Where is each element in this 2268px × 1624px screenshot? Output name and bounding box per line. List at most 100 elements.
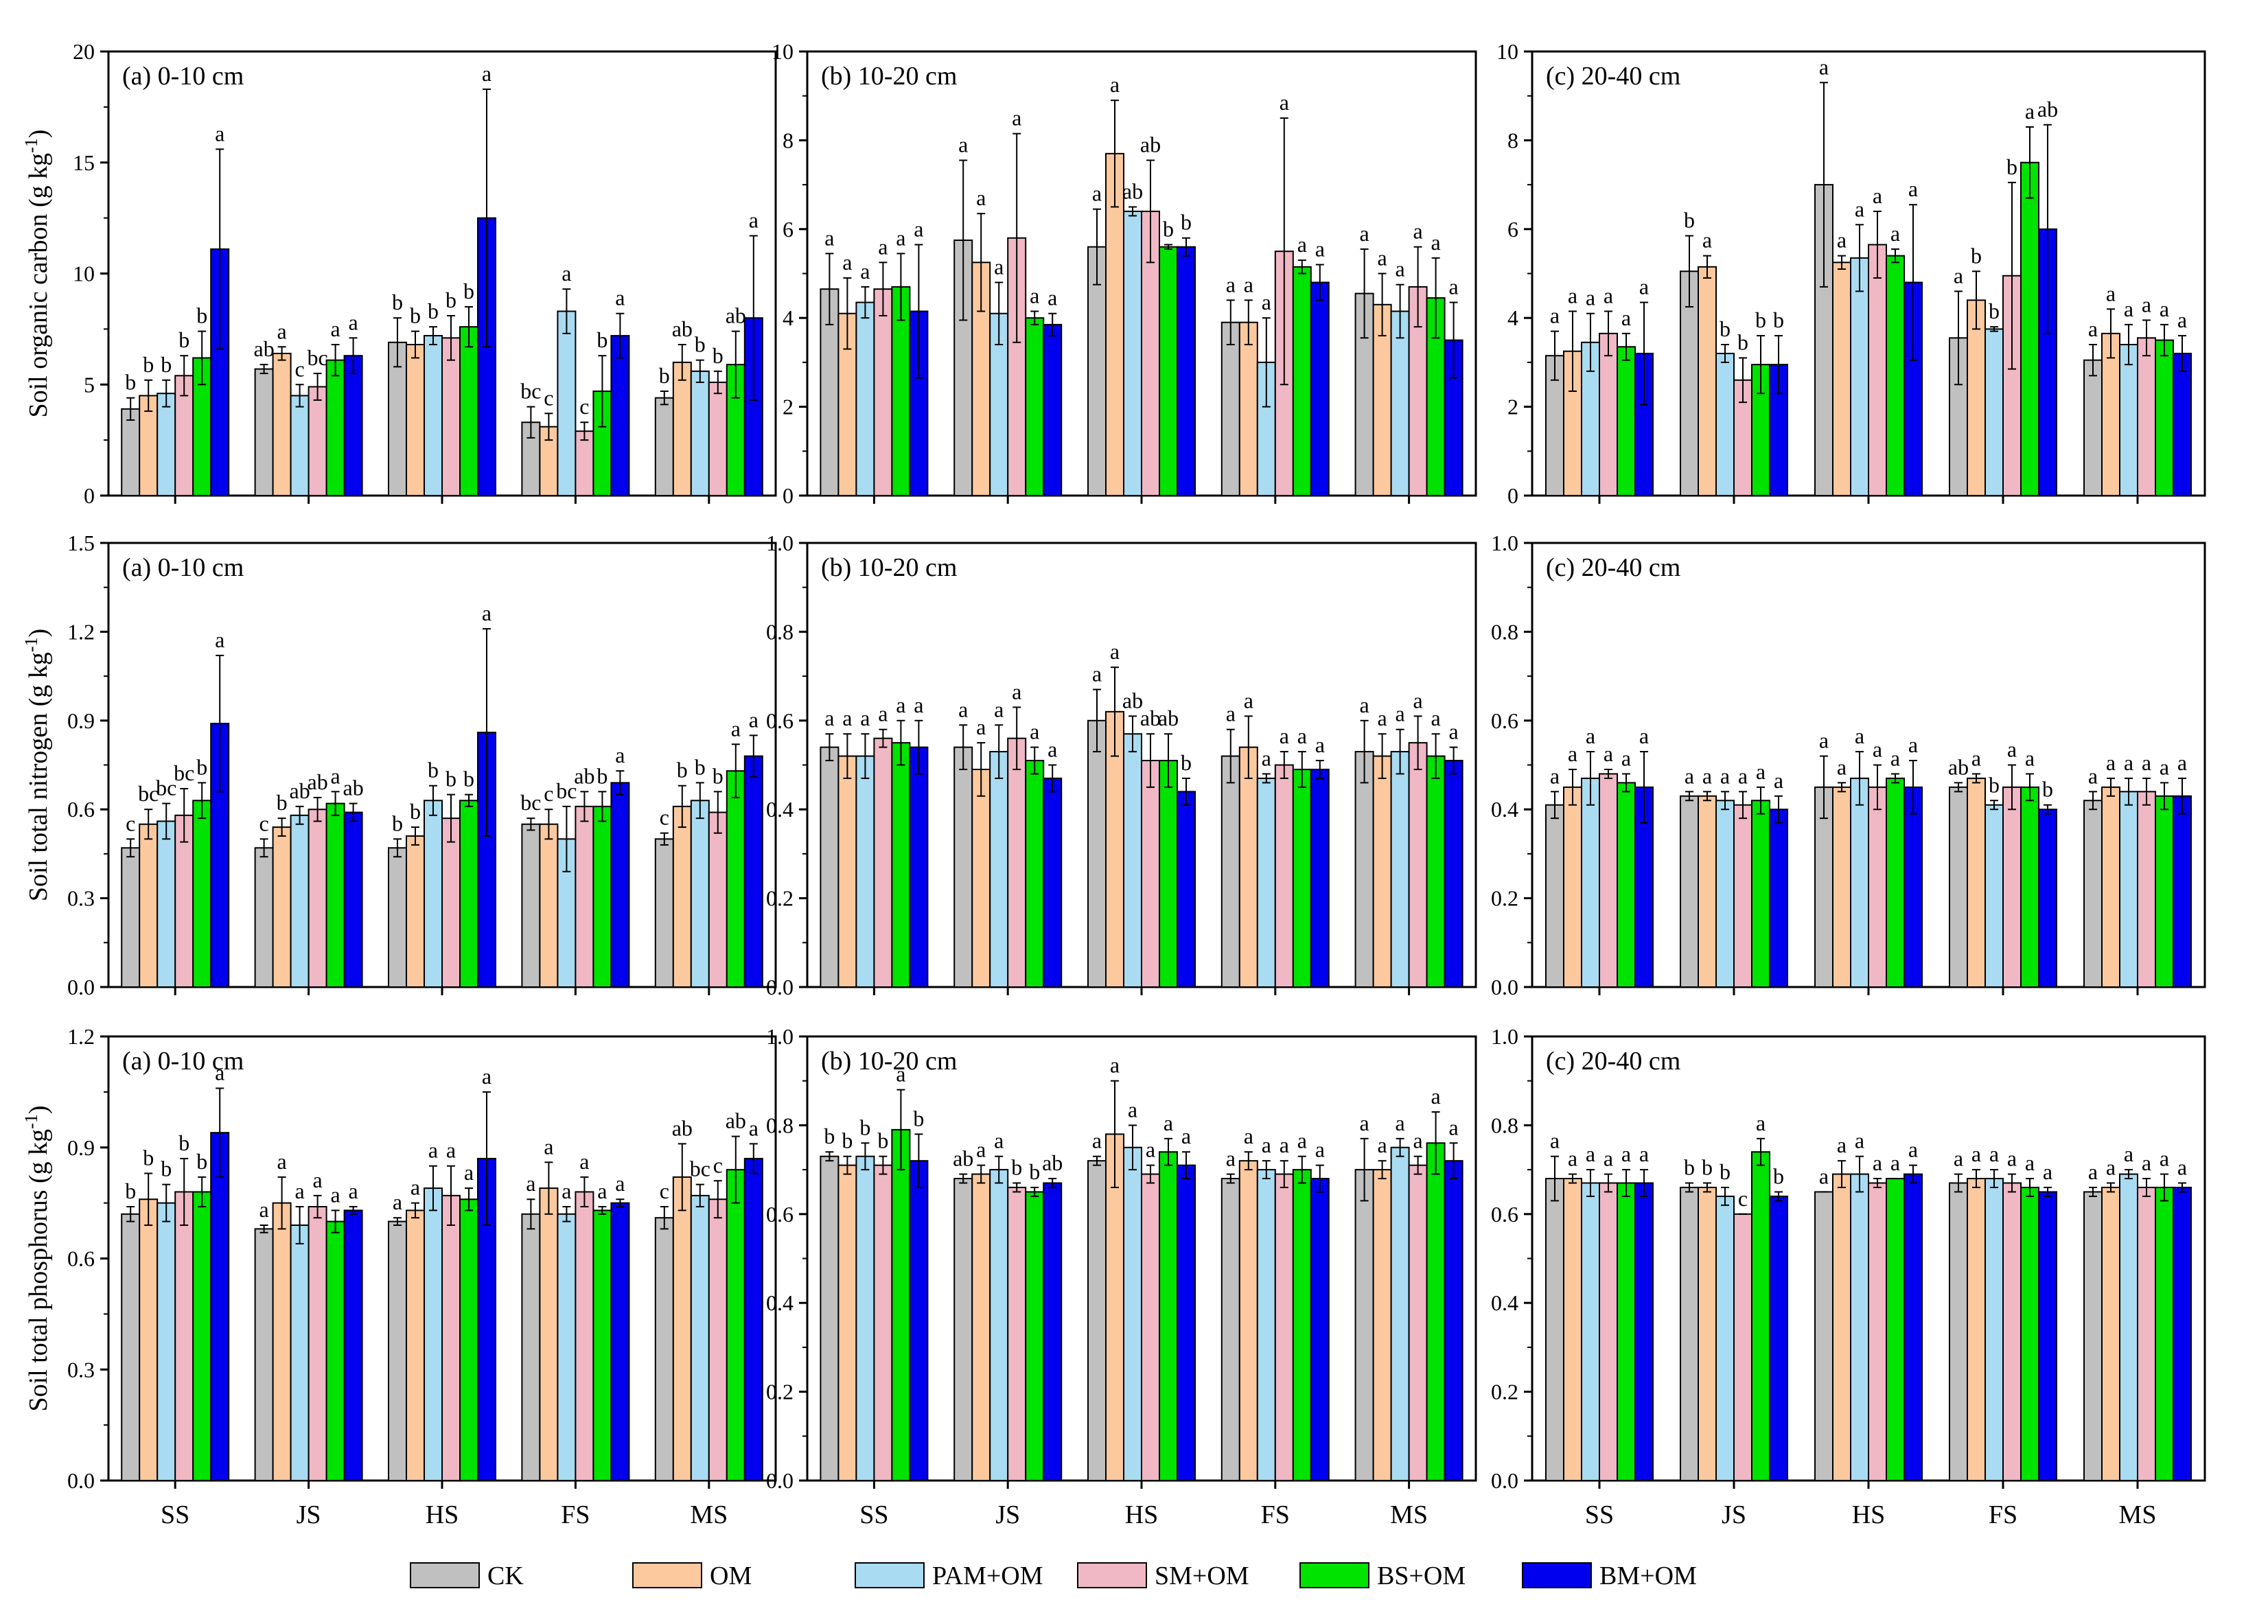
bar-om-hs (406, 344, 425, 496)
y-tick-label: 0.0 (766, 975, 794, 999)
y-tick-label: 0.8 (766, 619, 794, 644)
significance-letter: a (1720, 763, 1730, 788)
bar-bs-om-js (325, 359, 345, 496)
y-axis-label: Soil total phosphorus (g kg-1) (21, 1105, 53, 1411)
legend-label: BS+OM (1377, 1562, 1466, 1590)
bar-om-ms (2101, 1186, 2120, 1481)
y-tick-label: 1.0 (1491, 1024, 1518, 1049)
y-tick-label: 20 (73, 39, 95, 64)
bar-om-ms (1372, 303, 1392, 496)
bar-bm-om-ms (1444, 1160, 1463, 1482)
bar-bs-om-fs (592, 1209, 612, 1481)
significance-letter: a (1855, 723, 1864, 748)
significance-letter: a (2177, 1155, 2187, 1180)
y-axis-label-superscript: -1 (21, 138, 41, 153)
y-tick-label: 1.0 (766, 1024, 794, 1049)
significance-letter: a (2142, 750, 2151, 775)
significance-letter: a (1971, 745, 1981, 770)
significance-letter: a (2088, 316, 2098, 341)
bar-om-ms (1372, 755, 1392, 988)
significance-letter: a (1110, 72, 1120, 97)
significance-letter: a (1890, 1150, 1900, 1175)
significance-letter: a (1702, 763, 1712, 788)
significance-letter: b (410, 799, 421, 824)
legend-swatch (632, 1562, 702, 1588)
significance-letter: a (1377, 706, 1387, 730)
significance-letter: a (1359, 693, 1369, 717)
significance-letter: b (143, 352, 154, 377)
y-tick-label: 0 (1507, 483, 1518, 508)
y-tick-label: 0.0 (1491, 1468, 1518, 1493)
significance-letter: ab (253, 336, 274, 361)
significance-letter: c (660, 805, 669, 830)
bar-bs-om-hs (459, 800, 478, 988)
bar-pam-om-fs (1256, 777, 1276, 988)
bar-ck-ms (654, 838, 674, 988)
bar-bm-om-js (1043, 323, 1063, 496)
bar-bs-om-hs (1886, 1178, 1905, 1482)
significance-letter: a (1315, 237, 1325, 262)
significance-letter: b (1971, 243, 1982, 268)
significance-letter: b (178, 1130, 189, 1155)
panel-label: (b) 10-20 cm (821, 1047, 957, 1076)
significance-letter: ab (1140, 132, 1161, 157)
bar-sm-om-js (1007, 737, 1027, 988)
y-tick-label: 6 (1507, 217, 1518, 242)
significance-letter: a (482, 601, 491, 625)
significance-letter: a (1413, 219, 1422, 244)
significance-letter: a (2106, 750, 2116, 775)
bar-bm-om-ss (1634, 1182, 1654, 1481)
bar-om-fs (1238, 321, 1258, 497)
bar-sm-om-hs (441, 1194, 461, 1481)
significance-letter: a (976, 1137, 986, 1162)
bar-sm-om-ms (2137, 337, 2156, 496)
bar-ck-ms (2083, 800, 2103, 988)
significance-letter: a (1146, 1137, 1155, 1162)
significance-letter: b (463, 279, 474, 303)
significance-letter: a (1774, 768, 1783, 793)
bar-ck-hs (1814, 1191, 1833, 1481)
significance-letter: b (125, 1179, 136, 1203)
significance-letter: ab (1140, 706, 1161, 730)
significance-letter: a (1989, 1141, 1999, 1166)
bar-pam-om-hs (1850, 777, 1869, 988)
significance-letter: ab (307, 769, 327, 794)
bar-ck-fs (521, 823, 541, 988)
bar-bm-om-js (1043, 777, 1063, 988)
legend-item-sm-om: SM+OM (1077, 1562, 1249, 1590)
legend-item-pam-om: PAM+OM (855, 1562, 1043, 1590)
bar-bs-om-ss (192, 800, 212, 988)
bar-sm-om-hs (1141, 1173, 1160, 1481)
bar-sm-om-js (1007, 1186, 1027, 1481)
significance-letter: a (1359, 1111, 1369, 1135)
bar-sm-om-fs (1274, 764, 1294, 988)
significance-letter: a (1837, 754, 1847, 779)
bar-pam-om-fs (557, 310, 577, 496)
significance-letter: b (877, 1128, 888, 1153)
significance-letter: a (1819, 1163, 1829, 1188)
significance-letter: a (1431, 706, 1440, 730)
y-tick-label: 0.4 (766, 1290, 794, 1315)
significance-letter: b (1773, 308, 1784, 332)
significance-letter: b (1684, 208, 1695, 233)
significance-letter: a (615, 743, 625, 767)
significance-letter: a (410, 1175, 420, 1200)
significance-letter: ab (1122, 178, 1143, 203)
significance-letter: a (2160, 754, 2169, 779)
bar-bs-om-js (1025, 1191, 1045, 1481)
significance-letter: a (330, 1182, 340, 1207)
x-tick-label: JS (297, 1500, 321, 1529)
significance-letter: a (215, 1060, 224, 1084)
bar-pam-om-hs (1123, 210, 1142, 496)
bar-ck-js (953, 1178, 973, 1482)
bar-bs-om-ss (891, 742, 911, 988)
y-tick-label: 5 (84, 372, 95, 397)
significance-letter: a (1568, 283, 1577, 308)
bar-bs-om-js (1751, 1151, 1770, 1481)
significance-letter: a (259, 1197, 268, 1222)
significance-letter: a (1448, 275, 1458, 299)
significance-letter: a (1685, 763, 1694, 788)
y-axis-label-main: Soil total nitrogen (g kg (24, 652, 53, 901)
bar-sm-om-js (1733, 1213, 1752, 1482)
panel-label: (a) 0-10 cm (122, 553, 244, 582)
